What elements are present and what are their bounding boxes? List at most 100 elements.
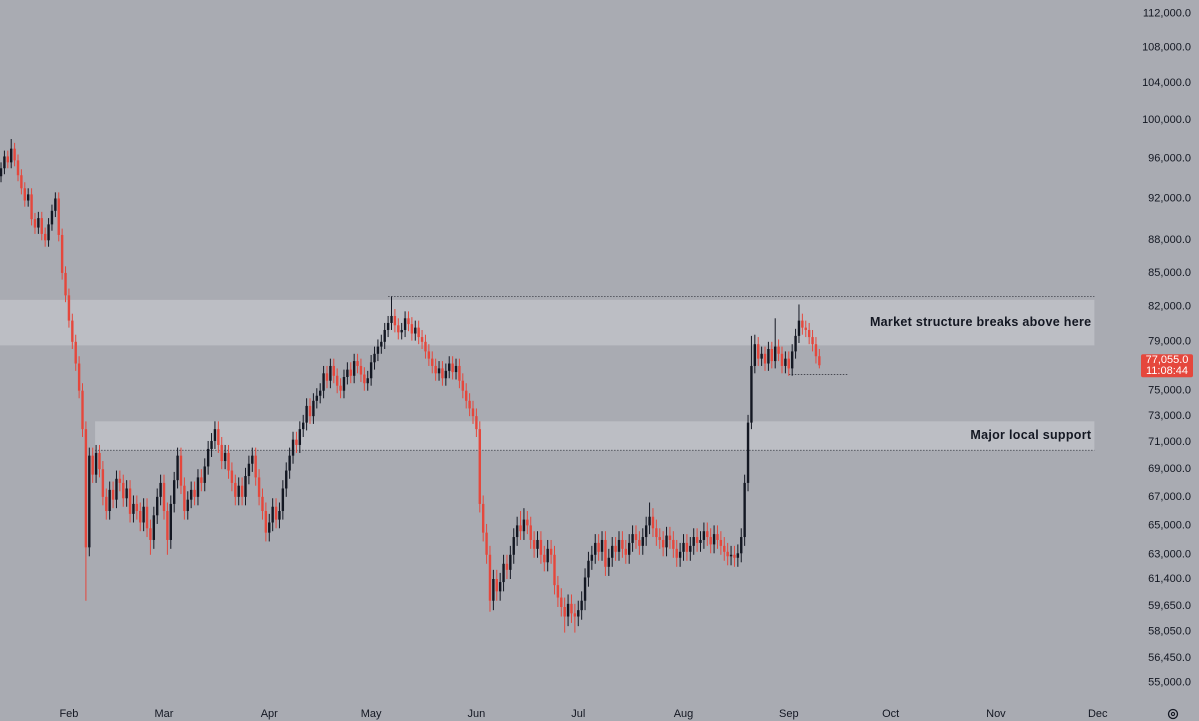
candle-body bbox=[264, 511, 268, 533]
candle-body bbox=[230, 470, 234, 483]
candle-body bbox=[271, 506, 274, 523]
candle-body bbox=[349, 369, 352, 376]
candle-body bbox=[393, 315, 397, 326]
candle-body bbox=[624, 548, 627, 555]
candle-body bbox=[495, 578, 498, 592]
candle-body bbox=[383, 329, 386, 342]
candle-body bbox=[611, 545, 614, 558]
x-tick-label: Nov bbox=[986, 708, 1006, 720]
candle-body bbox=[57, 198, 60, 235]
axes: 112,000.0 108,000.0 104,000.0 100,000.0 96,0… bbox=[59, 7, 1193, 720]
candle-body bbox=[682, 542, 685, 552]
candle-body bbox=[210, 440, 213, 449]
candle-body bbox=[81, 390, 84, 430]
x-tick-label: Jul bbox=[571, 708, 585, 720]
x-tick-label: Dec bbox=[1088, 708, 1108, 720]
candle-body bbox=[787, 358, 790, 369]
candle-body bbox=[627, 542, 631, 555]
y-tick-label: 58,050.0 bbox=[1148, 626, 1191, 638]
candle-body bbox=[492, 578, 495, 601]
candle-body bbox=[780, 353, 784, 366]
candle-body bbox=[257, 477, 261, 497]
candle-body bbox=[156, 496, 159, 516]
candle-body bbox=[509, 554, 512, 570]
y-tick-label: 108,000.0 bbox=[1142, 41, 1191, 53]
candle-body bbox=[172, 480, 176, 504]
candle-body bbox=[794, 335, 797, 352]
last-price-box bbox=[1141, 354, 1193, 378]
candle-body bbox=[203, 466, 206, 483]
candle-body bbox=[498, 582, 502, 592]
y-tick-label: 100,000.0 bbox=[1142, 114, 1191, 126]
candle-body bbox=[549, 548, 553, 555]
candle-body bbox=[108, 489, 111, 512]
candle-body bbox=[505, 563, 509, 570]
candle-body bbox=[481, 503, 485, 533]
x-tick-label: Sep bbox=[779, 708, 799, 720]
candle-body bbox=[288, 455, 291, 471]
candle-body bbox=[240, 485, 244, 497]
candle-body bbox=[651, 516, 655, 529]
candle-body bbox=[142, 506, 145, 523]
candle-body bbox=[407, 318, 410, 325]
x-tick-label: Apr bbox=[261, 708, 278, 720]
y-tick-label: 69,000.0 bbox=[1148, 463, 1191, 475]
y-tick-label: 59,650.0 bbox=[1148, 600, 1191, 612]
candle-body bbox=[247, 463, 251, 477]
candle-body bbox=[658, 537, 661, 540]
candle-body bbox=[468, 400, 471, 409]
candle-body bbox=[356, 361, 359, 366]
y-tick-label: 71,000.0 bbox=[1148, 436, 1191, 448]
candle-body bbox=[397, 325, 400, 333]
candle-body bbox=[88, 455, 91, 548]
candle-body bbox=[305, 405, 308, 423]
candle-body bbox=[6, 156, 10, 163]
candle-body bbox=[359, 365, 363, 375]
candle-body bbox=[716, 534, 719, 540]
candle-body bbox=[43, 233, 47, 241]
candle-body bbox=[196, 477, 200, 497]
candle-body bbox=[648, 516, 651, 526]
candle-body bbox=[274, 506, 278, 520]
candle-body bbox=[159, 482, 162, 497]
settings-hub[interactable] bbox=[1170, 711, 1176, 717]
candle-body bbox=[400, 329, 403, 333]
candle-body bbox=[699, 539, 702, 543]
candle-body bbox=[685, 542, 689, 552]
settings-gear[interactable] bbox=[1167, 708, 1179, 720]
candle-body bbox=[570, 603, 573, 614]
candle-body bbox=[335, 375, 339, 386]
candle-body bbox=[760, 353, 763, 359]
candle-body bbox=[790, 351, 794, 369]
candle-body bbox=[329, 365, 332, 381]
candle-body bbox=[380, 341, 383, 347]
candle-body bbox=[532, 539, 536, 549]
candle-body bbox=[461, 380, 465, 391]
x-tick-label: Mar bbox=[155, 708, 174, 720]
candle-body bbox=[0, 168, 3, 177]
candle-body bbox=[753, 344, 757, 366]
candle-body bbox=[729, 554, 733, 557]
candle-body bbox=[125, 488, 128, 499]
settings-icon[interactable] bbox=[1167, 708, 1179, 720]
candle-body bbox=[444, 370, 448, 379]
candle-body bbox=[539, 539, 543, 555]
candle-body bbox=[512, 537, 515, 555]
candle-body bbox=[488, 554, 492, 601]
candle-body bbox=[743, 482, 746, 538]
candle-body bbox=[767, 348, 770, 364]
candle-body bbox=[417, 327, 420, 338]
candle-body bbox=[67, 295, 71, 321]
candle-body bbox=[801, 320, 804, 328]
candle-body bbox=[631, 534, 634, 543]
candle-body bbox=[804, 327, 807, 330]
candle-body bbox=[770, 348, 774, 362]
candle-body bbox=[719, 539, 723, 546]
candle-body bbox=[560, 597, 563, 607]
candle-body bbox=[695, 537, 699, 543]
candle-body bbox=[223, 452, 227, 462]
candle-body bbox=[13, 148, 16, 161]
candle-body bbox=[10, 148, 13, 163]
candle-body bbox=[774, 346, 777, 362]
candle-body bbox=[183, 485, 186, 512]
